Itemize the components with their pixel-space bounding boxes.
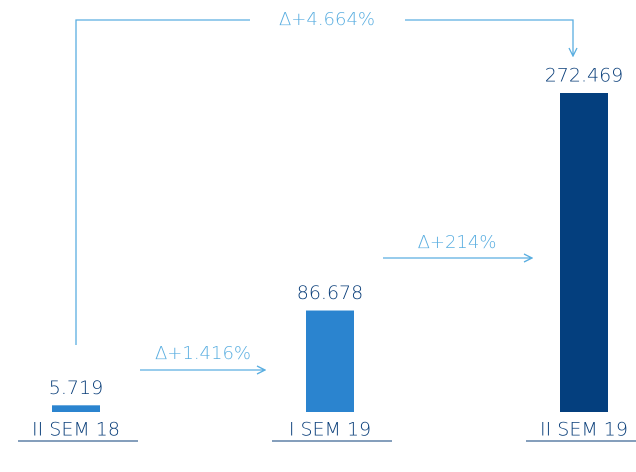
x-tick-label: II SEM 18 bbox=[32, 419, 120, 441]
bar bbox=[560, 93, 608, 412]
x-tick-label: I SEM 19 bbox=[289, 419, 371, 441]
annotation: Δ+214% bbox=[418, 232, 497, 253]
bar bbox=[306, 310, 354, 412]
x-tick-label: II SEM 19 bbox=[540, 419, 628, 441]
value-label: 272.469 bbox=[545, 65, 624, 87]
value-label: 86.678 bbox=[297, 282, 363, 304]
value-label: 5.719 bbox=[49, 377, 103, 399]
arrow bbox=[75, 19, 573, 345]
annotation: Δ+4.664% bbox=[279, 9, 375, 30]
annotation: Δ+1.416% bbox=[155, 343, 251, 364]
bar bbox=[52, 405, 100, 412]
